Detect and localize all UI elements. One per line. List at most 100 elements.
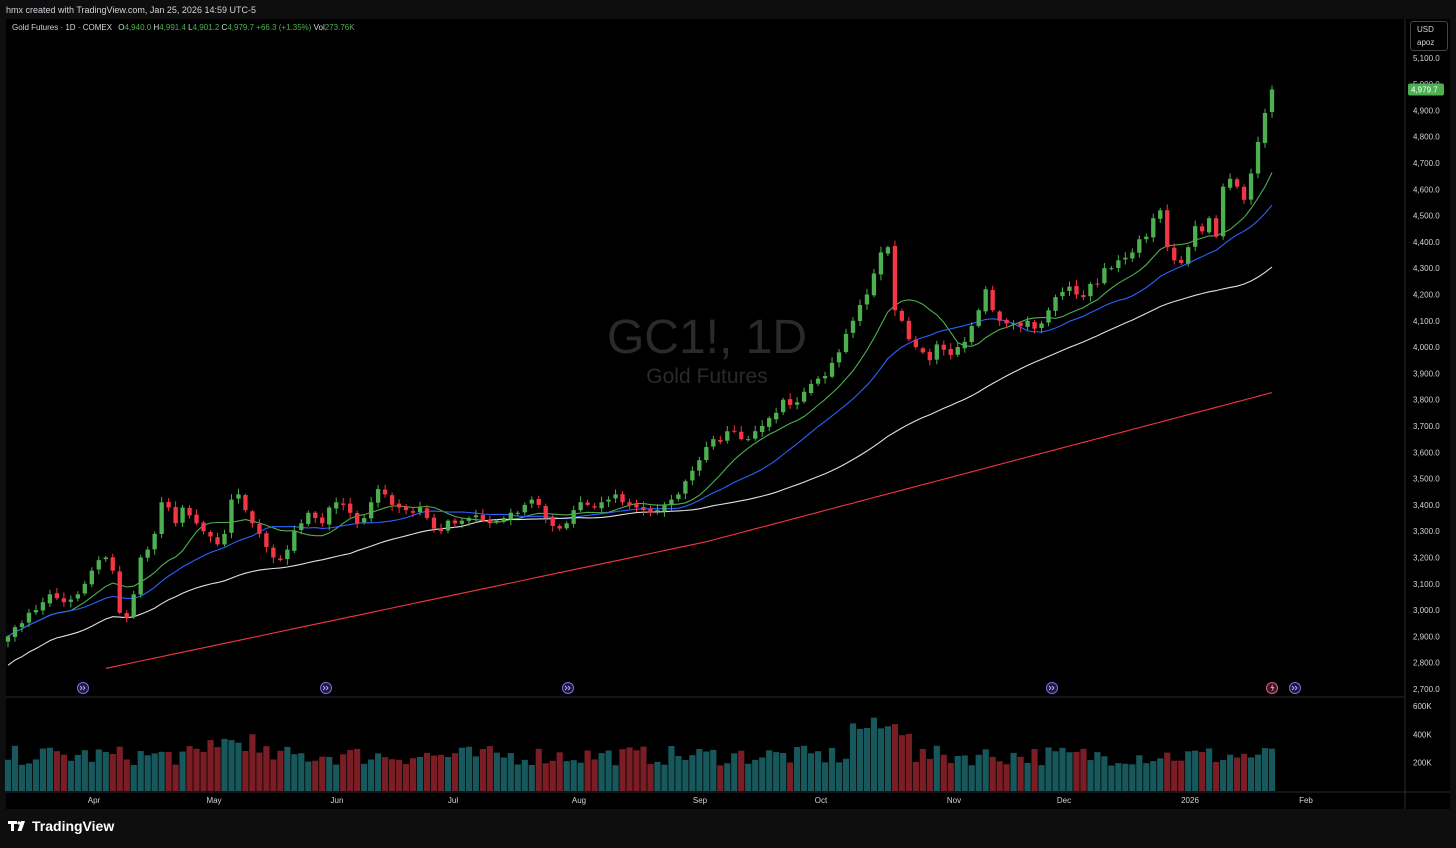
volume-bar <box>577 762 584 791</box>
volume-bar <box>745 763 752 791</box>
candle-body <box>697 460 702 471</box>
candle-body <box>152 533 157 550</box>
candle-body <box>75 594 80 599</box>
candle-body <box>173 507 178 524</box>
volume-bar <box>654 761 661 791</box>
candle-body <box>1046 310 1051 323</box>
volume-bar <box>891 724 898 791</box>
candle-body <box>815 378 821 384</box>
candle-body <box>313 512 318 519</box>
time-tick-label: Oct <box>815 796 828 805</box>
volume-bar <box>423 752 431 791</box>
candle-body <box>236 494 241 499</box>
volume-bar <box>863 728 871 791</box>
candle-body <box>606 499 611 502</box>
candle-body <box>704 447 709 461</box>
candle-body <box>941 344 946 350</box>
earnings-marker-icon[interactable] <box>1266 682 1278 694</box>
candle-body <box>899 310 905 321</box>
candle-body <box>417 507 423 513</box>
volume-bar <box>326 756 333 791</box>
volume-bar <box>787 762 794 791</box>
price-tick-label: 3,100.0 <box>1413 580 1440 589</box>
volume-bar <box>1157 758 1164 791</box>
dividend-marker-icon[interactable] <box>77 682 89 694</box>
candle-body <box>1248 173 1254 200</box>
candle-body <box>774 412 779 420</box>
tradingview-logo[interactable]: TradingView <box>8 818 114 834</box>
marker-circle <box>1046 682 1058 694</box>
candle-body <box>1269 89 1275 113</box>
volume-bar <box>228 740 235 791</box>
marker-circle <box>562 682 574 694</box>
candle-body <box>341 503 346 505</box>
candle-body <box>1025 320 1030 327</box>
volume-bar <box>961 755 968 791</box>
candle-body <box>117 571 122 613</box>
candle-body <box>669 499 674 505</box>
chart-pane[interactable] <box>6 19 1450 809</box>
currency-button[interactable]: USD apoz <box>1410 21 1448 51</box>
candle-body <box>1186 247 1191 264</box>
ohlc-legend[interactable]: Gold Futures · 1D · COMEX O4,940.0 H4,99… <box>12 23 355 32</box>
candle-body <box>1095 283 1100 285</box>
last-price-label: 4,979.7 <box>1411 85 1438 94</box>
candle-body <box>1220 186 1226 237</box>
price-tick-label: 2,800.0 <box>1413 659 1440 668</box>
volume-bar <box>898 735 905 791</box>
volume-bar <box>186 746 193 791</box>
candle-body <box>382 489 388 495</box>
candle-body <box>683 481 688 494</box>
volume-bar <box>1010 752 1017 791</box>
volume-bar <box>158 751 165 791</box>
candle-body <box>557 525 562 529</box>
volume-tick-label: 200K <box>1413 759 1432 768</box>
candle-body <box>271 547 276 558</box>
volume-bar <box>284 746 291 791</box>
credit-line: hmx created with TradingView.com, Jan 25… <box>6 5 256 15</box>
volume-bar <box>612 765 619 791</box>
volume-bar <box>256 752 263 791</box>
volume-bar <box>130 764 137 791</box>
dividend-marker-icon[interactable] <box>1289 682 1301 694</box>
volume-bar <box>759 757 766 791</box>
volume-tick-label: 400K <box>1413 730 1432 739</box>
volume-bar <box>249 734 256 791</box>
candle-body <box>1255 141 1261 174</box>
legend-vol-label: Vol <box>313 23 325 32</box>
dividend-marker-icon[interactable] <box>320 682 332 694</box>
volume-bar <box>710 749 717 791</box>
volume-bar <box>640 746 647 791</box>
candle-body <box>955 347 960 355</box>
volume-bar <box>626 747 633 791</box>
candle-body <box>26 612 32 623</box>
candle-body <box>648 508 653 513</box>
volume-bar <box>703 751 710 791</box>
candle-body <box>620 494 625 503</box>
volume-bar <box>835 762 843 791</box>
candle-body <box>299 523 304 530</box>
volume-bar <box>479 749 486 791</box>
volume-bar <box>982 749 989 791</box>
volume-bar <box>1206 748 1213 791</box>
price-tick-label: 4,900.0 <box>1413 106 1440 115</box>
candle-body <box>864 294 870 305</box>
candle-body <box>794 402 800 405</box>
volume-bar <box>25 763 33 791</box>
price-tick-label: 3,700.0 <box>1413 422 1440 431</box>
candle-body <box>1018 322 1023 327</box>
moving-averages <box>7 172 1273 669</box>
candle-body <box>166 501 171 508</box>
candle-body <box>1053 297 1058 311</box>
candle-body <box>1241 186 1247 200</box>
volume-bar <box>1087 760 1094 791</box>
dividend-marker-icon[interactable] <box>562 682 574 694</box>
price-tick-label: 4,800.0 <box>1413 133 1440 142</box>
candle-body <box>634 504 639 508</box>
dividend-marker-icon[interactable] <box>1046 682 1058 694</box>
volume-bar <box>752 759 759 791</box>
marker-glyph <box>1270 684 1275 692</box>
candle-body <box>662 504 667 512</box>
volume-bar <box>549 760 556 791</box>
